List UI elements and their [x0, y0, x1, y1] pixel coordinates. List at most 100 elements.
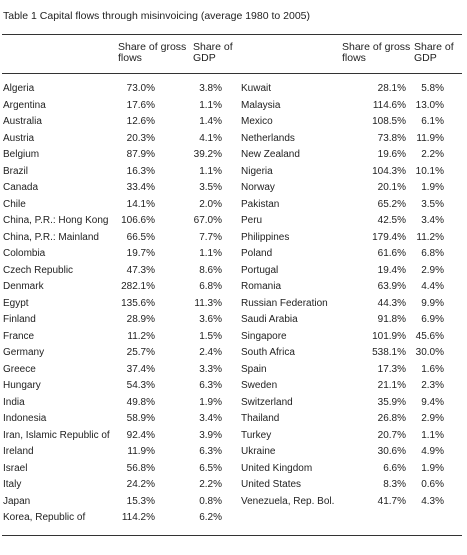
gdp-share-value: 67.0%	[193, 215, 222, 226]
gross-flows-value: 54.3%	[126, 380, 155, 391]
gross-flows-value: 16.3%	[126, 165, 155, 177]
table-row: Greece 37.4% 3.3%	[3, 362, 223, 379]
gross-flows-value: 114.6%	[372, 99, 406, 111]
gdp-share-value: 4.3%	[421, 495, 444, 507]
gdp-share-value: 6.8%	[421, 248, 444, 259]
table-row: Korea, Republic of 114.2% 6.2%	[3, 510, 223, 527]
gross-flows-value: 87.9%	[126, 149, 155, 160]
gross-flows-value: 28.9%	[126, 314, 155, 325]
gross-flows-value: 101.9%	[372, 330, 406, 342]
country-name: Germany	[3, 347, 45, 358]
gdp-share-value: 3.9%	[199, 429, 222, 441]
country-name: Venezuela, Rep. Bol.	[241, 495, 335, 507]
country-name: Thailand	[241, 413, 280, 424]
gdp-share-value: 1.9%	[421, 182, 444, 193]
gdp-share-value: 6.8%	[199, 281, 222, 292]
table-row: Argentina 17.6% 1.1%	[3, 98, 223, 115]
country-name: Hungary	[3, 380, 41, 391]
table-row: Philippines 179.4% 11.2%	[241, 230, 444, 247]
gross-flows-value: 17.3%	[377, 363, 406, 375]
gross-flows-value: 35.9%	[377, 396, 406, 408]
table-row: Singapore 101.9% 45.6%	[241, 329, 444, 346]
gross-flows-value: 49.8%	[126, 396, 155, 408]
country-name: Italy	[3, 479, 22, 490]
gross-flows-value: 73.0%	[126, 83, 155, 94]
table-row: Portugal 19.4% 2.9%	[241, 263, 444, 280]
country-name: Ireland	[3, 446, 34, 457]
country-name: Mexico	[241, 116, 273, 127]
gdp-share-value: 1.9%	[421, 462, 444, 474]
country-name: Turkey	[241, 429, 272, 441]
country-name: Peru	[241, 215, 263, 226]
right-gross-header-text: Share of gross flows	[342, 41, 411, 64]
table-row: Thailand 26.8% 2.9%	[241, 411, 444, 428]
left-gross-header-text: Share of gross flows	[118, 41, 187, 64]
gdp-share-value: 1.1%	[199, 99, 222, 111]
gross-flows-value: 14.1%	[126, 198, 155, 210]
country-name: Finland	[3, 314, 36, 325]
table-row: Japan 15.3% 0.8%	[3, 494, 223, 511]
gdp-share-value: 1.1%	[421, 429, 444, 441]
country-name: Iran, Islamic Republic of	[3, 429, 110, 441]
gdp-share-value: 11.3%	[194, 297, 222, 309]
country-name: Japan	[3, 495, 31, 507]
gdp-share-value: 3.3%	[199, 363, 222, 375]
country-name: Argentina	[3, 99, 46, 111]
gdp-share-value: 3.5%	[421, 198, 444, 210]
table-row: India 49.8% 1.9%	[3, 395, 223, 412]
gdp-share-value: 4.9%	[421, 446, 444, 457]
gross-flows-value: 19.6%	[377, 149, 406, 160]
country-name: Kuwait	[241, 83, 272, 94]
country-name: Austria	[3, 132, 35, 144]
table-row: Nigeria 104.3% 10.1%	[241, 164, 444, 181]
gross-flows-value: 114.2%	[121, 512, 155, 523]
table-row: Turkey 20.7% 1.1%	[241, 428, 444, 445]
table-row: Norway 20.1% 1.9%	[241, 180, 444, 197]
gross-flows-value: 26.8%	[377, 413, 406, 424]
table-row: Austria 20.3% 4.1%	[3, 131, 223, 148]
table-row: Netherlands 73.8% 11.9%	[241, 131, 444, 148]
gross-flows-value: 8.3%	[383, 479, 406, 490]
country-name: Greece	[3, 363, 36, 375]
country-name: Korea, Republic of	[3, 512, 86, 523]
gdp-share-value: 6.9%	[421, 314, 444, 325]
gross-flows-value: 33.4%	[126, 182, 155, 193]
right-gdp-header: Share of GDP	[414, 42, 459, 64]
country-name: Ukraine	[241, 446, 276, 457]
table-row: Romania 63.9% 4.4%	[241, 279, 444, 296]
table-row: Venezuela, Rep. Bol. 41.7% 4.3%	[241, 494, 444, 511]
table-title: Table 1 Capital flows through misinvoici…	[3, 10, 311, 22]
gdp-share-value: 3.4%	[421, 215, 444, 226]
country-name: Algeria	[3, 83, 35, 94]
gdp-share-value: 6.1%	[421, 116, 444, 127]
table-row: New Zealand 19.6% 2.2%	[241, 147, 444, 164]
header-rule	[2, 73, 462, 74]
table-row: Israel 56.8% 6.5%	[3, 461, 223, 478]
country-name: Singapore	[241, 330, 287, 342]
gross-flows-value: 106.6%	[121, 215, 155, 226]
gross-flows-value: 92.4%	[126, 429, 155, 441]
country-name: Malaysia	[241, 99, 281, 111]
country-name: Egypt	[3, 297, 29, 309]
gross-flows-value: 135.6%	[121, 297, 155, 309]
left-gross-header: Share of gross flows	[118, 42, 198, 64]
gdp-share-value: 9.4%	[421, 396, 444, 408]
gross-flows-value: 41.7%	[377, 495, 406, 507]
gross-flows-value: 179.4%	[372, 231, 406, 243]
top-rule	[2, 34, 462, 35]
country-name: Philippines	[241, 231, 290, 243]
gdp-share-value: 6.5%	[199, 462, 222, 474]
gdp-share-value: 3.8%	[199, 83, 222, 94]
table-row: United States 8.3% 0.6%	[241, 477, 444, 494]
gdp-share-value: 2.2%	[199, 479, 222, 490]
country-name: Belgium	[3, 149, 40, 160]
gross-flows-value: 42.5%	[377, 215, 406, 226]
gdp-share-value: 2.2%	[421, 149, 444, 160]
gdp-share-value: 8.6%	[199, 264, 222, 276]
table-row: Mexico 108.5% 6.1%	[241, 114, 444, 131]
table-row: Colombia 19.7% 1.1%	[3, 246, 223, 263]
table-row: Brazil 16.3% 1.1%	[3, 164, 223, 181]
gdp-share-value: 1.9%	[199, 396, 222, 408]
country-name: Spain	[241, 363, 267, 375]
gdp-share-value: 45.6%	[415, 330, 444, 342]
